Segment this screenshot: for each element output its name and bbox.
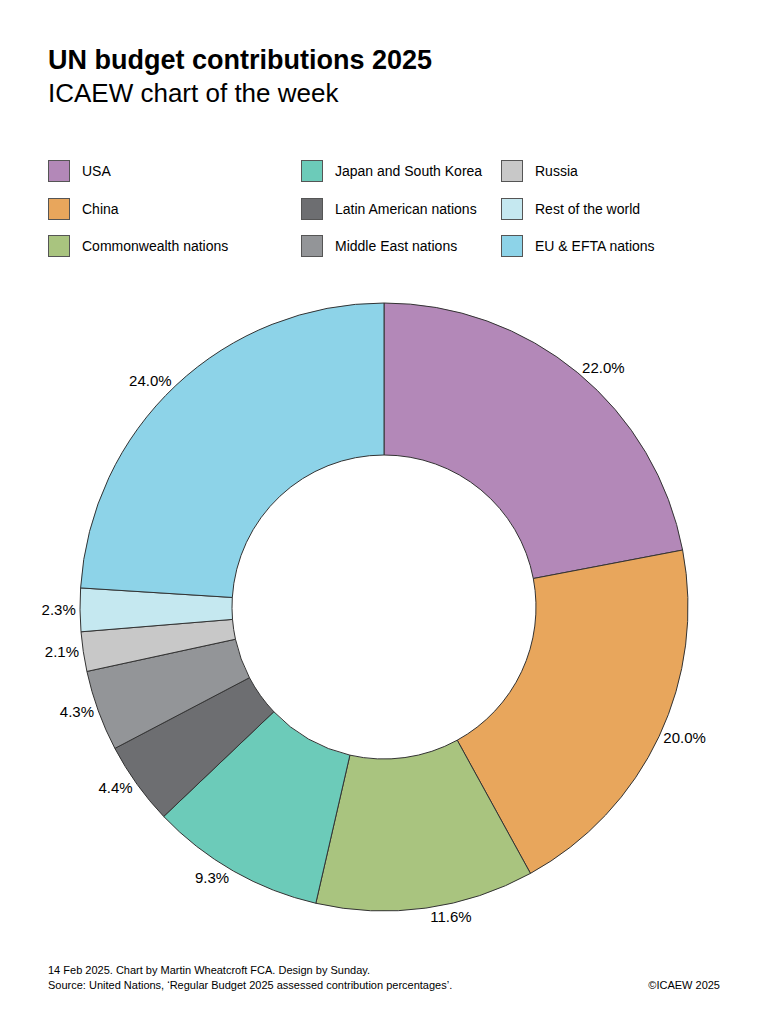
html-text:China: China — [82, 201, 119, 217]
svg-text:4.4%: 4.4% — [98, 779, 132, 796]
html-text:Middle East nations: Middle East nations — [335, 238, 458, 254]
html-text:Russia: Russia — [535, 163, 578, 179]
html-text:Rest of the world: Rest of the world — [535, 201, 641, 217]
html-text:USA: USA — [82, 163, 111, 179]
html-text:14 Feb 2025. Chart by Martin W: 14 Feb 2025. Chart by Martin Wheatcroft … — [48, 964, 370, 976]
html-text:Japan and South Korea: Japan and South Korea — [335, 163, 483, 179]
html-text:Source: United Nations, ‘Regul: Source: United Nations, ‘Regular Budget … — [48, 979, 453, 991]
html-text:©ICAEW 2025: ©ICAEW 2025 — [648, 979, 720, 991]
html-text:Latin American nations: Latin American nations — [335, 201, 477, 217]
svg-text:2.1%: 2.1% — [45, 643, 79, 660]
svg-text:4.3%: 4.3% — [60, 703, 94, 720]
svg-text:11.6%: 11.6% — [430, 908, 471, 925]
svg-text:9.3%: 9.3% — [195, 869, 229, 886]
svg-text:24.0%: 24.0% — [129, 372, 172, 389]
html-text:UN budget contributions 2025: UN budget contributions 2025 — [48, 45, 432, 75]
svg-text:2.3%: 2.3% — [42, 601, 76, 618]
svg-text:22.0%: 22.0% — [582, 359, 625, 376]
html-text:ICAEW chart of the week: ICAEW chart of the week — [48, 78, 339, 108]
html-text:EU & EFTA nations: EU & EFTA nations — [535, 238, 655, 254]
svg-text:20.0%: 20.0% — [663, 729, 706, 746]
html-text:Commonwealth nations: Commonwealth nations — [82, 238, 229, 254]
